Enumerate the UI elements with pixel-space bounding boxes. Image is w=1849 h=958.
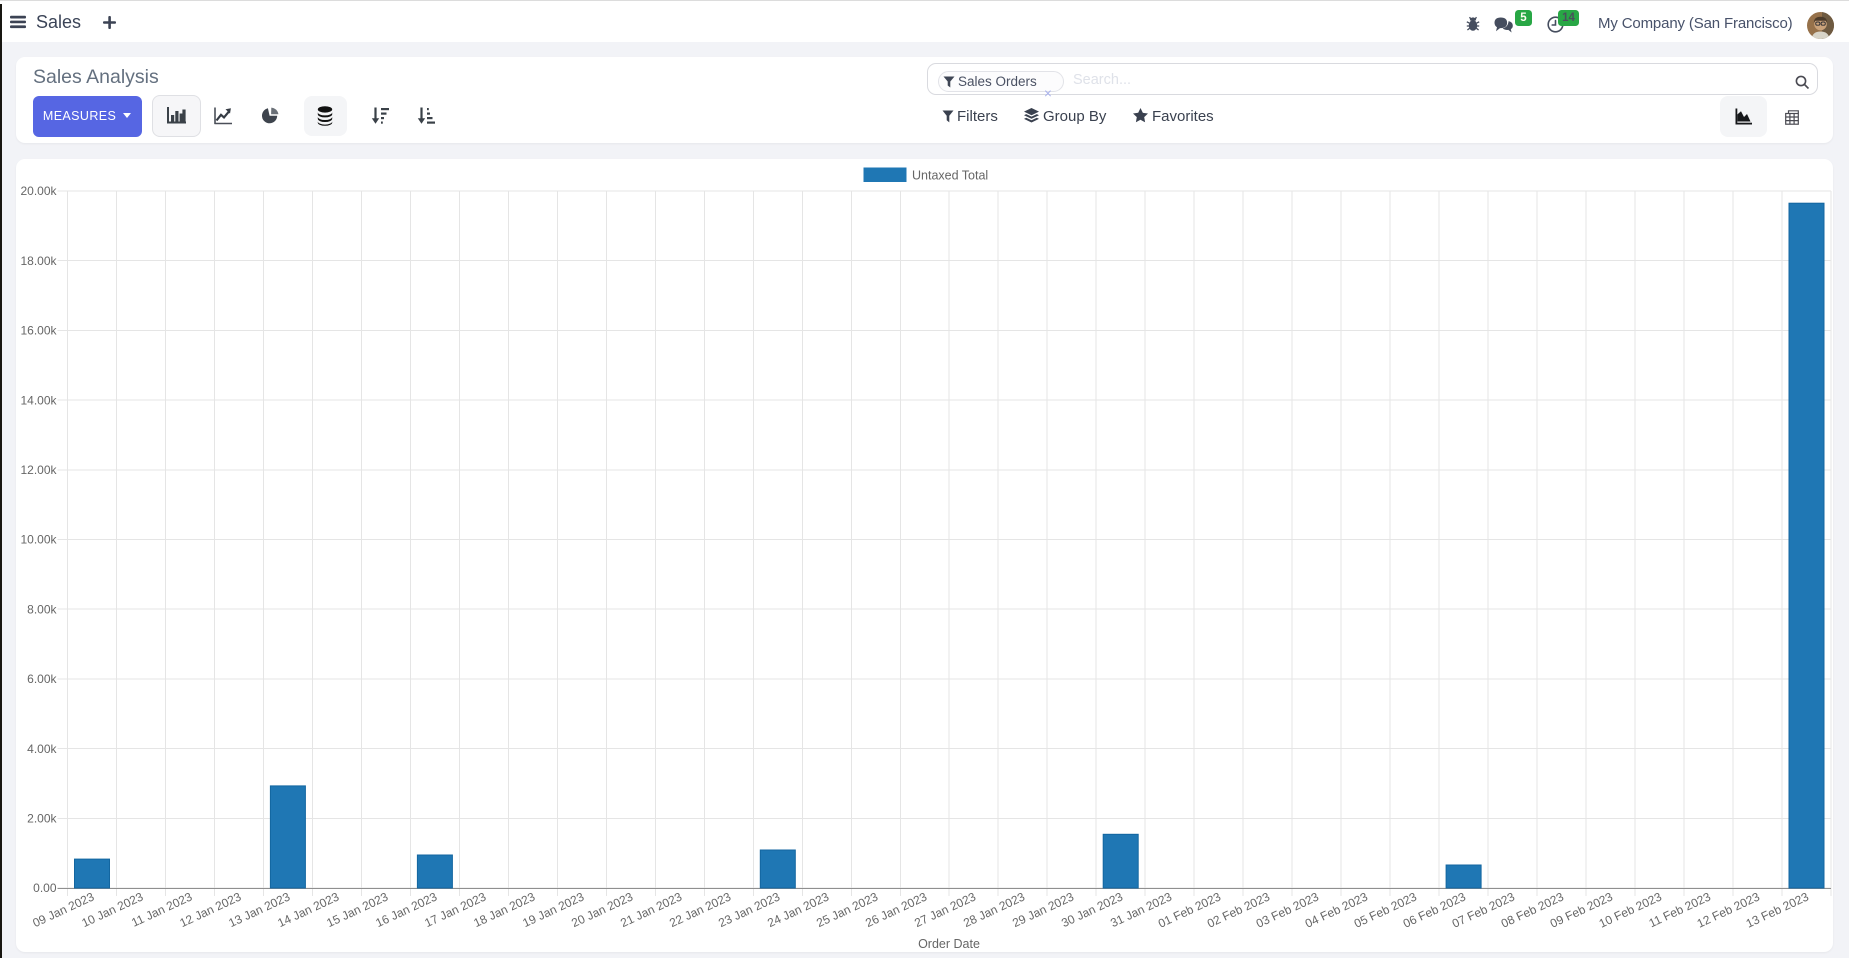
svg-text:0.00: 0.00 bbox=[33, 881, 57, 895]
svg-text:8.00k: 8.00k bbox=[27, 602, 57, 616]
svg-text:18.00k: 18.00k bbox=[20, 254, 57, 268]
svg-text:12.00k: 12.00k bbox=[20, 463, 57, 477]
svg-text:Untaxed Total: Untaxed Total bbox=[912, 169, 988, 183]
svg-text:14.00k: 14.00k bbox=[20, 393, 57, 407]
svg-text:20.00k: 20.00k bbox=[20, 184, 57, 198]
svg-text:2.00k: 2.00k bbox=[27, 812, 57, 826]
svg-text:6.00k: 6.00k bbox=[27, 672, 57, 686]
svg-text:4.00k: 4.00k bbox=[27, 742, 57, 756]
svg-text:16.00k: 16.00k bbox=[20, 324, 57, 338]
svg-text:Order Date: Order Date bbox=[918, 937, 980, 951]
svg-text:10.00k: 10.00k bbox=[20, 533, 57, 547]
